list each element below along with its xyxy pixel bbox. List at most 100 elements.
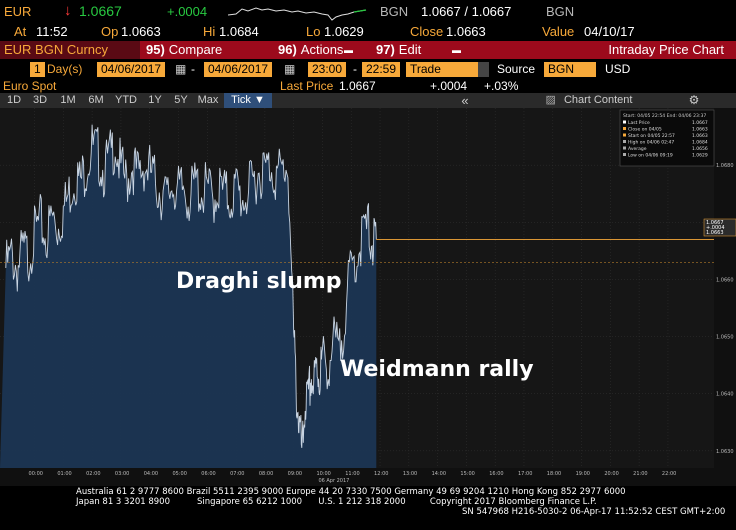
chart-icon: ▨ <box>545 94 556 106</box>
legend-label: Low on 04/06 09:19 <box>628 153 673 159</box>
low-label: Lo <box>306 24 321 39</box>
legend-value: 1.0656 <box>692 146 708 152</box>
price-tag-last: 1.0667 <box>706 220 724 226</box>
legend-swatch <box>623 153 626 156</box>
chart-legend: Start: 04/05 22:54 End: 04/06 23:37 Last… <box>619 109 715 167</box>
x-tick-label: 17:00 <box>518 471 532 477</box>
gear-icon[interactable]: ⚙ <box>688 93 700 107</box>
period-bar: 1D 3D 1M 6M YTD 1Y 5Y Max Tick ▼ « ▨ Char… <box>0 93 736 108</box>
page-title: Intraday Price Chart <box>608 42 724 57</box>
source-label: Source <box>497 62 536 76</box>
footer: Australia 61 2 9777 8600 Brazil 5511 239… <box>0 486 736 530</box>
period-button[interactable]: 6M <box>88 94 104 106</box>
reference-lines <box>0 239 714 263</box>
price-area <box>0 124 377 468</box>
x-tick-label: 20:00 <box>604 471 618 477</box>
open-value: 1.0663 <box>121 24 161 39</box>
sparkline-icon <box>228 7 367 21</box>
end-date-field[interactable]: 04/06/2017 <box>204 62 273 77</box>
x-axis-labels: 00:00 01:00 02:00 03:00 04:00 05:00 06:00 07:00… <box>29 471 677 477</box>
source-field[interactable]: BGN <box>544 62 596 77</box>
y-tick-label: 1.0680 <box>716 163 734 169</box>
change-pct-value: +.03% <box>484 79 519 93</box>
security-field[interactable]: EUR BGN Curncy <box>0 41 140 59</box>
x-tick-label: 13:00 <box>403 471 417 477</box>
period-button[interactable]: 1D <box>6 94 22 106</box>
ticker-source-2: BGN <box>546 4 575 19</box>
open-label: Op <box>101 24 119 39</box>
x-tick-label: 06:00 <box>201 471 215 477</box>
double-left-arrow-icon[interactable]: « <box>461 93 469 108</box>
calendar-icon[interactable]: ▦ <box>284 62 296 76</box>
field-select[interactable]: Trade <box>406 62 478 77</box>
price-tags: 1.0667 +.0004 1.0663 <box>703 218 736 237</box>
footer-line-2: Japan 81 3 3201 8900 Singapore 65 6212 1… <box>76 497 597 507</box>
footer-line-3: SN 547968 H216-5030-2 06-Apr-17 11:52:52… <box>462 507 726 517</box>
x-tick-label: 12:00 <box>374 471 388 477</box>
x-tick-label: 19:00 <box>576 471 590 477</box>
x-tick-label: 09:00 <box>288 471 302 477</box>
end-time-field[interactable]: 22:59 <box>362 62 401 77</box>
period-button[interactable]: 3D <box>32 94 48 106</box>
legend-label: Close on 04/05 <box>628 127 662 133</box>
annotation-rally: Weidmann rally <box>340 357 534 382</box>
range-unit[interactable]: Day(s) <box>47 62 83 76</box>
calendar-icon[interactable]: ▦ <box>175 62 187 76</box>
y-tick-label: 1.0660 <box>716 277 734 283</box>
actions-menu[interactable]: 96) Actions ▬ <box>278 42 353 57</box>
period-button[interactable]: Max <box>197 94 219 106</box>
chevron-down-icon: ▬ <box>344 45 353 55</box>
ticker-bar: EUR ↓ 1.0667 +.0004 BGN 1.0667 / 1.0667 … <box>0 0 736 24</box>
x-tick-label: 15:00 <box>460 471 474 477</box>
chevron-down-icon: ▬ <box>452 45 461 55</box>
value-date: 04/10/17 <box>584 24 635 39</box>
legend-value: 1.0667 <box>692 120 708 126</box>
price-tag-close: 1.0663 <box>706 230 724 236</box>
legend-value: 1.0629 <box>692 153 708 159</box>
x-tick-label: 11:00 <box>345 471 359 477</box>
compare-button[interactable]: 95) Compare <box>146 42 223 57</box>
price-tag-change: +.0004 <box>706 225 725 231</box>
x-tick-label: 08:00 <box>259 471 273 477</box>
x-tick-label: 00:00 <box>29 471 43 477</box>
x-tick-label: 16:00 <box>489 471 503 477</box>
legend-value: 1.0663 <box>692 127 708 133</box>
tick-select[interactable]: Tick ▼ <box>224 93 272 108</box>
chart-content-button[interactable]: ▨ Chart Content <box>545 94 633 106</box>
value-label: Value <box>542 24 575 39</box>
low-value: 1.0629 <box>324 24 364 39</box>
period-button[interactable]: 1Y <box>148 94 162 106</box>
chevron-down-icon[interactable] <box>478 62 489 77</box>
high-label: Hi <box>203 24 216 39</box>
edit-menu[interactable]: 97) Edit ▬ <box>376 42 461 57</box>
period-button[interactable]: YTD <box>115 94 137 106</box>
price-line <box>5 124 377 448</box>
period-button[interactable]: 1M <box>60 94 76 106</box>
start-time-field[interactable]: 23:00 <box>308 62 347 77</box>
x-tick-label: 07:00 <box>230 471 244 477</box>
x-tick-label: 10:00 <box>316 471 330 477</box>
y-tick-label: 1.0630 <box>716 449 734 455</box>
legend-swatch <box>623 120 626 124</box>
info-bar: Euro Spot Last Price 1.0667 +.0004 +.03% <box>0 79 736 93</box>
footer-line-1: Australia 61 2 9777 8600 Brazil 5511 239… <box>76 487 626 497</box>
period-button[interactable]: 5Y <box>174 94 188 106</box>
x-tick-label: 03:00 <box>115 471 129 477</box>
legend-swatch <box>623 133 626 137</box>
close-label: Close <box>410 24 444 39</box>
x-tick-label: 18:00 <box>547 471 561 477</box>
y-tick-label: 1.0640 <box>716 392 734 398</box>
legend-label: Start on 04/05 22:57 <box>628 133 675 139</box>
currency-label: USD <box>605 62 631 76</box>
high-value: 1.0684 <box>219 24 259 39</box>
range-count[interactable]: 1 <box>30 62 45 77</box>
start-date-field[interactable]: 04/06/2017 <box>97 62 166 77</box>
security-name: Euro Spot <box>3 79 57 93</box>
ticker-symbol[interactable]: EUR <box>4 4 32 19</box>
toolbar: EUR BGN Curncy 95) Compare 96) Actions ▬ 9… <box>0 41 736 59</box>
x-tick-label: 01:00 <box>57 471 71 477</box>
x-tick-label: 21:00 <box>633 471 647 477</box>
ticker-source: BGN <box>380 4 409 19</box>
stats-bar: At 11:52 Op 1.0663 Hi 1.0684 Lo 1.0629 C… <box>0 24 736 40</box>
